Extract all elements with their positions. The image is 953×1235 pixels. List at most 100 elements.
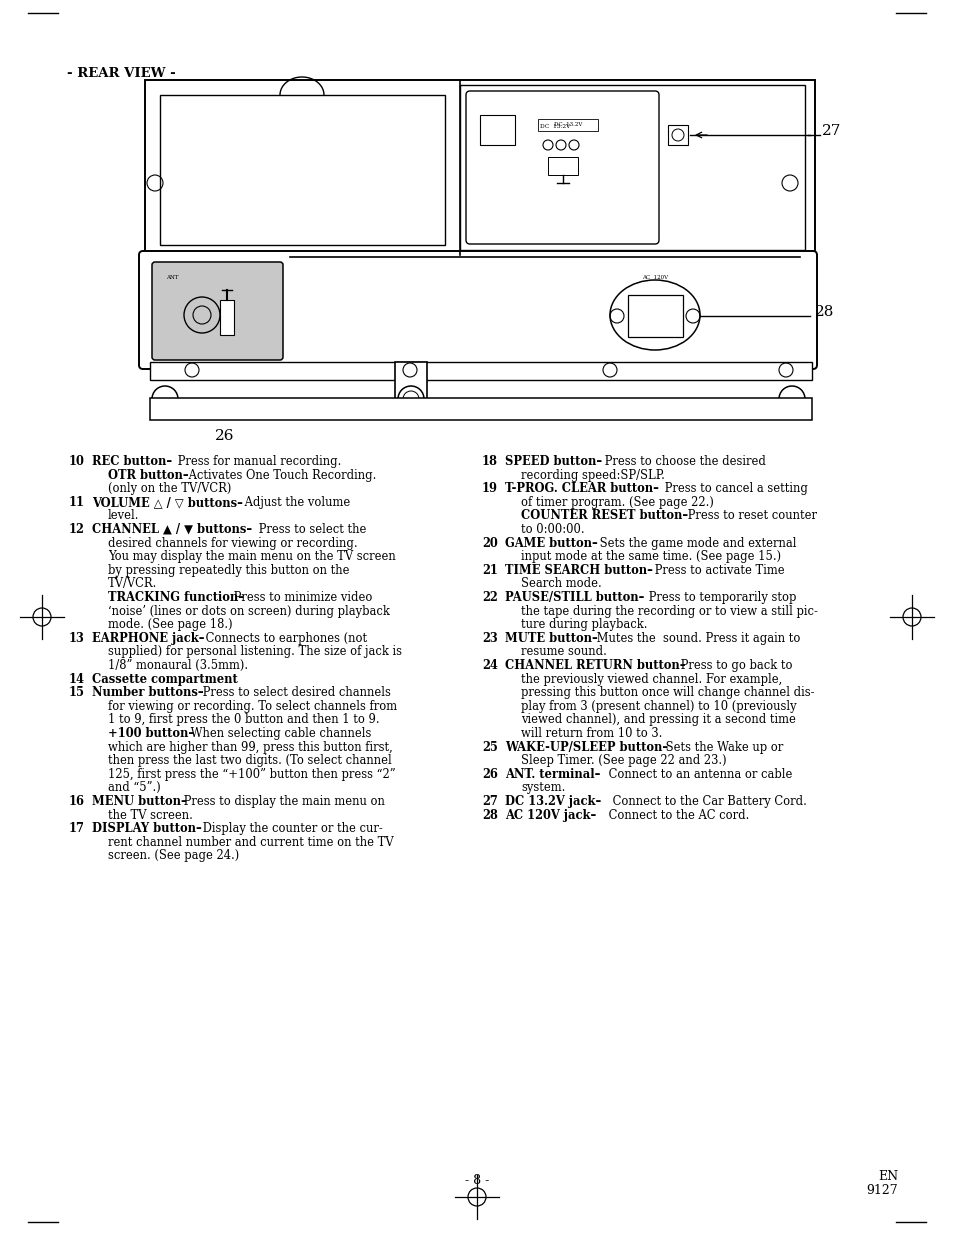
Text: Cassette compartment: Cassette compartment — [91, 673, 237, 685]
Text: (only on the TV/VCR): (only on the TV/VCR) — [108, 482, 232, 495]
Text: 11: 11 — [69, 495, 85, 509]
Text: REC button–: REC button– — [91, 454, 172, 468]
Bar — [547, 157, 578, 175]
Bar — [150, 362, 811, 380]
Text: GAME button–: GAME button– — [504, 536, 598, 550]
Text: 9127: 9127 — [865, 1184, 897, 1198]
Text: Press to minimize video: Press to minimize video — [230, 592, 372, 604]
Text: SPEED button–: SPEED button– — [504, 454, 601, 468]
Text: You may display the main menu on the TV screen: You may display the main menu on the TV … — [108, 551, 395, 563]
Text: 20: 20 — [482, 536, 497, 550]
Text: 18: 18 — [481, 454, 497, 468]
Text: 14: 14 — [69, 673, 85, 685]
Text: Press to select desired channels: Press to select desired channels — [199, 687, 391, 699]
Text: 26: 26 — [481, 768, 497, 781]
Bar — [150, 398, 811, 420]
Text: mode. (See page 18.): mode. (See page 18.) — [108, 619, 233, 631]
Text: supplied) for personal listening. The size of jack is: supplied) for personal listening. The si… — [108, 646, 401, 658]
Text: Press to activate Time: Press to activate Time — [650, 564, 783, 577]
Text: viewed channel), and pressing it a second time: viewed channel), and pressing it a secon… — [520, 714, 795, 726]
Text: ANT: ANT — [166, 275, 178, 280]
Text: TRACKING function–: TRACKING function– — [108, 592, 244, 604]
Text: Sets the game mode and external: Sets the game mode and external — [596, 536, 796, 550]
Text: Connect to an antenna or cable: Connect to an antenna or cable — [604, 768, 792, 781]
Text: 125, first press the “+100” button then press “2”: 125, first press the “+100” button then … — [108, 768, 395, 781]
Text: input mode at the same time. (See page 15.): input mode at the same time. (See page 1… — [520, 551, 781, 563]
Text: 19: 19 — [481, 482, 497, 495]
Text: COUNTER RESET button–: COUNTER RESET button– — [520, 509, 687, 522]
Text: Sets the Wake up or: Sets the Wake up or — [661, 741, 782, 753]
Text: Press to choose the desired: Press to choose the desired — [600, 454, 765, 468]
Bar — [395, 362, 427, 400]
Text: 26: 26 — [215, 429, 234, 443]
Text: 28: 28 — [814, 305, 834, 319]
Text: 10: 10 — [69, 454, 85, 468]
Text: 22: 22 — [482, 592, 497, 604]
Text: Connect to the Car Battery Cord.: Connect to the Car Battery Cord. — [608, 795, 806, 808]
Text: then press the last two digits. (To select channel: then press the last two digits. (To sele… — [108, 755, 392, 767]
Text: Press to go back to: Press to go back to — [677, 659, 792, 672]
Text: play from 3 (present channel) to 10 (previously: play from 3 (present channel) to 10 (pre… — [520, 700, 796, 713]
Text: the previously viewed channel. For example,: the previously viewed channel. For examp… — [520, 673, 781, 685]
Text: Connects to earphones (not: Connects to earphones (not — [202, 632, 367, 645]
Text: 27: 27 — [481, 795, 497, 808]
Text: screen. (See page 24.): screen. (See page 24.) — [108, 850, 239, 862]
Text: Adjust the volume: Adjust the volume — [241, 495, 350, 509]
Text: pressing this button once will change channel dis-: pressing this button once will change ch… — [520, 687, 814, 699]
Text: OTR button–: OTR button– — [108, 468, 189, 482]
Text: desired channels for viewing or recording.: desired channels for viewing or recordin… — [108, 536, 357, 550]
Text: Press to temporarily stop: Press to temporarily stop — [644, 592, 796, 604]
Bar — [220, 300, 233, 335]
Text: ANT. terminal–: ANT. terminal– — [504, 768, 599, 781]
Text: CHANNEL ▲ / ▼ buttons–: CHANNEL ▲ / ▼ buttons– — [91, 522, 252, 536]
Text: EARPHONE jack–: EARPHONE jack– — [91, 632, 204, 645]
FancyBboxPatch shape — [152, 262, 283, 359]
Text: T-PROG. CLEAR button–: T-PROG. CLEAR button– — [504, 482, 659, 495]
Text: 1 to 9, first press the 0 button and then 1 to 9.: 1 to 9, first press the 0 button and the… — [108, 714, 379, 726]
Text: the tape during the recording or to view a still pic-: the tape during the recording or to view… — [520, 605, 817, 618]
Text: for viewing or recording. To select channels from: for viewing or recording. To select chan… — [108, 700, 396, 713]
Text: Press to display the main menu on: Press to display the main menu on — [180, 795, 384, 808]
FancyBboxPatch shape — [465, 91, 659, 245]
Text: Connect to the AC cord.: Connect to the AC cord. — [604, 809, 749, 821]
Text: TV/VCR.: TV/VCR. — [108, 578, 157, 590]
Text: system.: system. — [520, 782, 565, 794]
Text: Number buttons–: Number buttons– — [91, 687, 203, 699]
Text: +100 button–: +100 button– — [108, 727, 193, 740]
Text: will return from 10 to 3.: will return from 10 to 3. — [520, 727, 661, 740]
Text: 28: 28 — [481, 809, 497, 821]
Text: 13: 13 — [69, 632, 85, 645]
Text: TIME SEARCH button–: TIME SEARCH button– — [504, 564, 652, 577]
Bar — [667, 125, 687, 144]
Text: 17: 17 — [69, 823, 85, 835]
Text: VOLUME △ / ▽ buttons–: VOLUME △ / ▽ buttons– — [91, 495, 243, 509]
Text: 15: 15 — [69, 687, 85, 699]
Text: Press to cancel a setting: Press to cancel a setting — [660, 482, 807, 495]
Text: PAUSE/STILL button–: PAUSE/STILL button– — [504, 592, 643, 604]
Bar — [459, 85, 804, 249]
Bar — [627, 295, 682, 337]
Text: ture during playback.: ture during playback. — [520, 619, 647, 631]
Text: Activates One Touch Recording.: Activates One Touch Recording. — [185, 468, 376, 482]
Text: 25: 25 — [481, 741, 497, 753]
Text: level.: level. — [108, 509, 139, 522]
Text: - 8 -: - 8 - — [464, 1173, 489, 1187]
Ellipse shape — [609, 280, 700, 350]
Bar — [160, 95, 444, 245]
Text: Press to select the: Press to select the — [254, 522, 366, 536]
Text: recording speed:SP/SLP.: recording speed:SP/SLP. — [520, 468, 664, 482]
Text: 12: 12 — [69, 522, 85, 536]
Bar — [479, 115, 515, 144]
FancyBboxPatch shape — [139, 251, 816, 369]
Text: resume sound.: resume sound. — [520, 646, 606, 658]
Text: MENU button–: MENU button– — [91, 795, 187, 808]
Text: DC 13.2V jack–: DC 13.2V jack– — [504, 795, 600, 808]
Bar — [537, 119, 598, 131]
Text: WAKE-UP/SLEEP button–: WAKE-UP/SLEEP button– — [504, 741, 667, 753]
Text: to 0:00:00.: to 0:00:00. — [520, 522, 584, 536]
Text: 21: 21 — [481, 564, 497, 577]
Bar — [145, 80, 814, 254]
Text: Press to reset counter: Press to reset counter — [683, 509, 816, 522]
Text: rent channel number and current time on the TV: rent channel number and current time on … — [108, 836, 394, 848]
Text: 16: 16 — [69, 795, 85, 808]
